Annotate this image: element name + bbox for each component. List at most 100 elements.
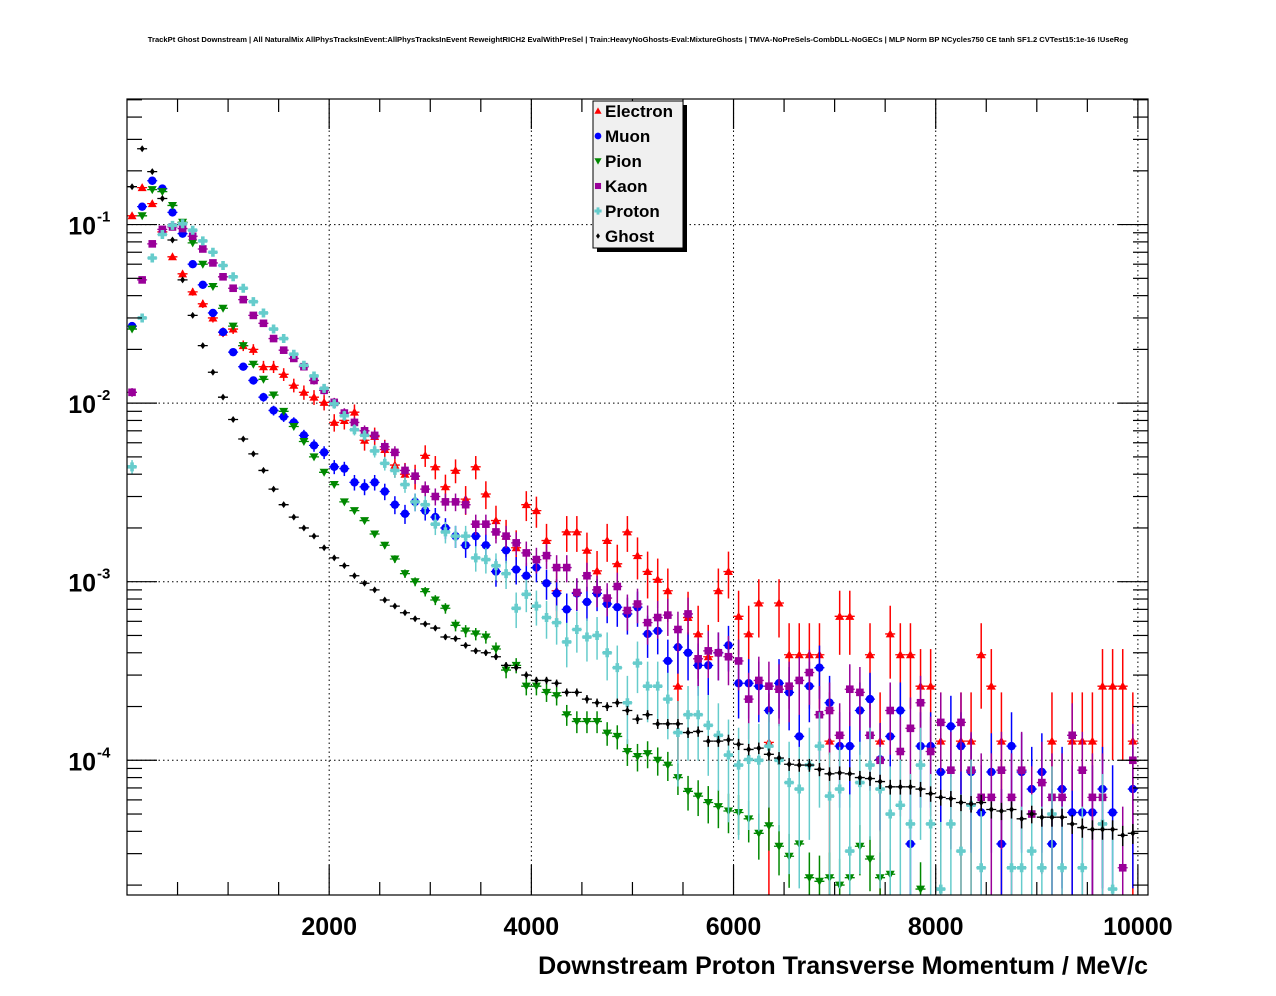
marker-triangle-down	[339, 498, 349, 507]
data-point-electron	[278, 368, 289, 381]
marker-cross	[440, 527, 450, 537]
data-point-ghost	[592, 698, 603, 708]
data-point-ghost	[379, 596, 390, 604]
data-point-proton	[319, 383, 330, 393]
marker-diamond	[453, 635, 459, 643]
marker-triangle-up	[713, 586, 723, 595]
data-point-muon	[268, 405, 279, 416]
marker-diamond	[240, 435, 246, 443]
marker-triangle-down	[147, 186, 157, 195]
data-point-ghost	[905, 779, 916, 795]
data-point-ghost	[1077, 818, 1088, 838]
data-point-ghost	[642, 710, 653, 720]
data-point-electron	[834, 590, 845, 655]
data-point-pion	[864, 836, 876, 892]
data-point-electron	[632, 537, 643, 580]
marker-triangle-down	[137, 212, 147, 221]
marker-square	[694, 655, 702, 663]
data-point-pion	[349, 507, 360, 516]
y-tick-label-base: 10	[68, 213, 96, 241]
data-point-pion	[389, 555, 400, 564]
marker-cross	[622, 698, 632, 708]
marker-cross	[531, 601, 541, 611]
data-point-proton	[470, 546, 481, 572]
data-point-kaon	[207, 259, 218, 267]
marker-triangle-up	[491, 516, 501, 525]
data-point-ghost	[864, 771, 876, 786]
data-point-electron	[1097, 649, 1108, 760]
data-point-pion	[450, 619, 461, 632]
data-point-pion	[187, 239, 198, 248]
marker-circle	[400, 509, 410, 519]
data-point-kaon	[703, 630, 714, 679]
marker-diamond	[725, 736, 731, 744]
marker-triangle-up	[612, 559, 622, 568]
data-point-ghost	[157, 194, 168, 202]
data-point-proton	[693, 686, 704, 761]
data-point-kaon	[127, 388, 138, 397]
marker-triangle-down	[572, 717, 582, 726]
marker-square	[906, 724, 915, 733]
marker-square	[219, 273, 227, 281]
marker-cross	[865, 760, 875, 770]
marker-diamond	[190, 311, 196, 319]
data-point-pion	[703, 786, 714, 824]
data-point-kaon	[824, 682, 835, 755]
legend-entry-ghost: Ghost	[596, 227, 654, 246]
marker-square	[1017, 766, 1026, 774]
marker-triangle-down	[360, 517, 370, 526]
data-point-ghost	[147, 168, 158, 176]
axis-ticks	[127, 99, 1148, 895]
data-point-ghost	[996, 802, 1007, 821]
data-point-pion	[430, 595, 441, 606]
data-point-pion	[814, 855, 825, 895]
marker-square	[724, 652, 733, 661]
marker-diamond	[200, 342, 206, 350]
marker-cross	[673, 728, 683, 738]
marker-triangle-down	[491, 645, 501, 654]
marker-square	[856, 688, 864, 697]
data-point-kaon	[602, 583, 613, 617]
data-point-proton	[349, 424, 360, 436]
marker-triangle-down	[643, 750, 653, 759]
data-point-kaon	[369, 429, 380, 442]
data-point-kaon	[440, 493, 451, 512]
marker-triangle-down	[329, 481, 339, 490]
data-point-pion	[612, 725, 623, 750]
y-tick-label-exponent: -2	[97, 387, 110, 404]
marker-diamond	[483, 649, 489, 657]
series-ghost	[127, 145, 1138, 847]
data-point-muon	[369, 474, 380, 491]
marker-square	[229, 284, 237, 293]
x-tick-label: 6000	[706, 913, 762, 941]
marker-cross	[188, 225, 198, 235]
marker-circle	[228, 347, 238, 357]
data-point-ghost	[278, 501, 289, 509]
marker-triangle-down	[612, 732, 622, 741]
legend-label: Electron	[605, 102, 673, 121]
legend-marker-triangle-up	[594, 107, 602, 114]
marker-triangle-down	[390, 555, 400, 564]
legend-marker-circle	[594, 132, 602, 140]
data-point-muon	[187, 259, 198, 269]
data-point-electron	[480, 481, 491, 510]
marker-square	[936, 718, 945, 727]
data-point-ghost	[703, 735, 714, 747]
data-point-electron	[288, 378, 299, 393]
marker-cross	[1077, 863, 1087, 873]
data-point-proton	[207, 247, 218, 257]
marker-cross	[562, 637, 572, 647]
data-point-kaon	[268, 334, 279, 343]
legend-entries: Electron Muon Pion Kaon Proton Ghost	[594, 102, 673, 246]
data-point-kaon	[723, 635, 734, 686]
marker-square	[653, 613, 662, 622]
marker-square	[562, 563, 571, 572]
data-point-kaon	[551, 555, 562, 583]
marker-triangle-down	[663, 761, 673, 770]
marker-diamond	[362, 579, 368, 587]
data-point-kaon	[996, 731, 1007, 850]
marker-square	[957, 718, 965, 727]
data-point-electron	[753, 579, 764, 638]
marker-diamond	[493, 653, 499, 661]
marker-triangle-up	[309, 392, 319, 401]
